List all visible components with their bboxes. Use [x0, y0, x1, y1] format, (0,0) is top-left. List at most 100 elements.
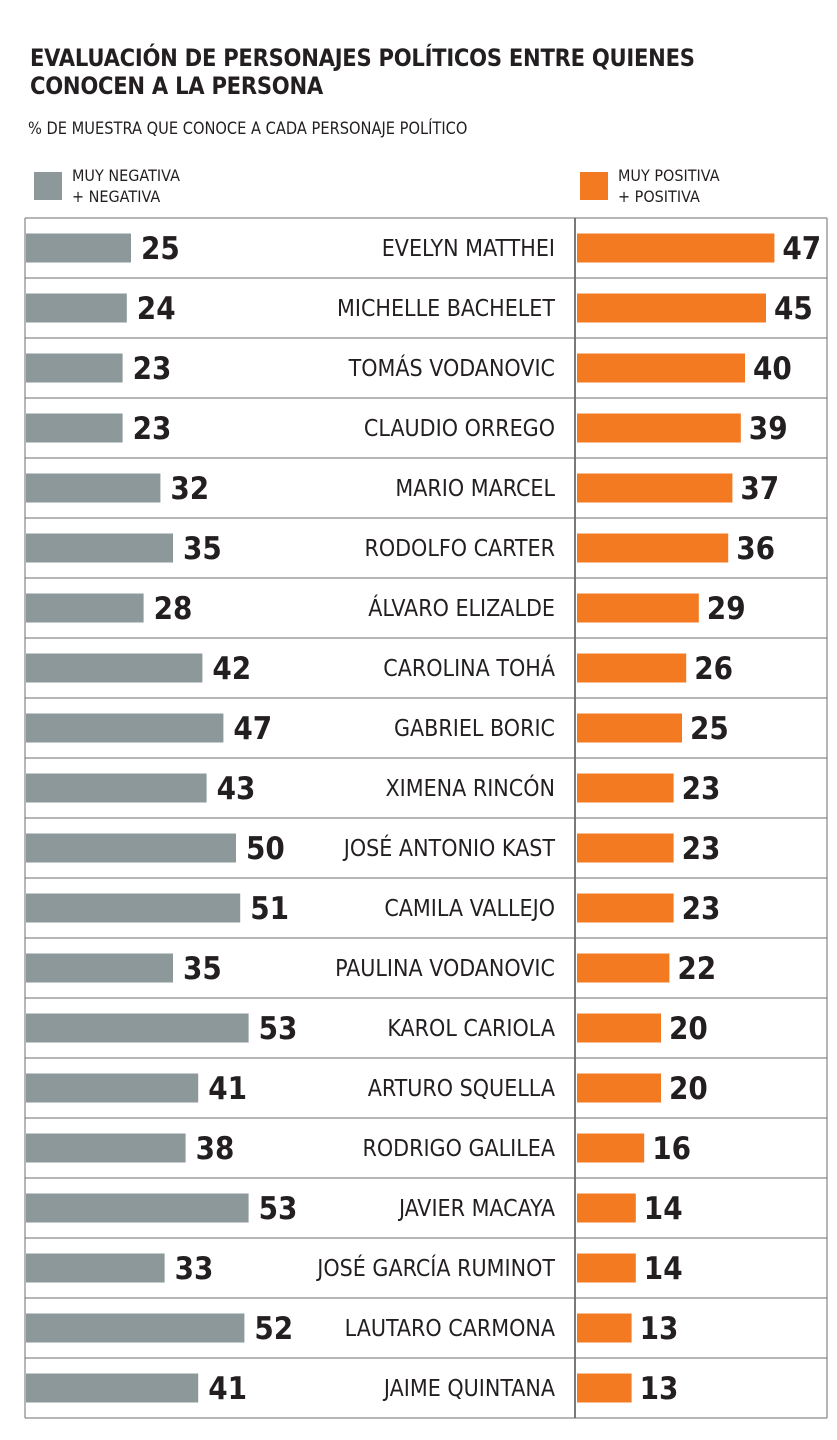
positive-value-label: 29 — [707, 591, 746, 627]
negative-bar — [26, 653, 203, 683]
positive-value-label: 26 — [694, 651, 733, 687]
politician-name-label: CAMILA VALLEJO — [384, 896, 555, 922]
positive-bar — [577, 953, 670, 983]
negative-value-label: 41 — [208, 1371, 247, 1407]
negative-bar — [26, 833, 236, 863]
positive-bar — [577, 593, 699, 623]
positive-value-label: 23 — [682, 771, 721, 807]
negative-bar — [26, 533, 173, 563]
negative-bar — [26, 1373, 199, 1403]
negative-bar — [26, 1313, 245, 1343]
negative-bar — [26, 1193, 249, 1223]
positive-bar — [577, 1013, 661, 1043]
negative-bar — [26, 953, 173, 983]
positive-value-label: 37 — [740, 471, 779, 507]
positive-bar — [577, 473, 733, 503]
negative-value-label: 24 — [137, 291, 176, 327]
negative-bar — [26, 1133, 186, 1163]
negative-bar — [26, 353, 123, 383]
politician-name-label: KAROL CARIOLA — [387, 1016, 555, 1042]
positive-value-label: 20 — [669, 1011, 708, 1047]
negative-value-label: 38 — [196, 1131, 235, 1167]
negative-value-label: 35 — [183, 531, 222, 567]
positive-value-label: 23 — [682, 831, 721, 867]
chart-title: EVALUACIÓN DE PERSONAJES POLÍTICOS ENTRE… — [30, 44, 822, 100]
politician-name-label: EVELYN MATTHEI — [382, 236, 555, 262]
negative-value-label: 35 — [183, 951, 222, 987]
negative-bar — [26, 1013, 249, 1043]
negative-value-label: 53 — [259, 1191, 298, 1227]
negative-value-label: 51 — [250, 891, 289, 927]
politician-name-label: JOSÉ ANTONIO KAST — [342, 834, 556, 862]
politician-name-label: CLAUDIO ORREGO — [364, 416, 555, 442]
legend-negative-swatch — [34, 172, 62, 200]
positive-bar — [577, 893, 674, 923]
negative-bar — [26, 473, 161, 503]
negative-value-label: 28 — [154, 591, 193, 627]
positive-value-label: 22 — [677, 951, 716, 987]
positive-bar — [577, 353, 745, 383]
negative-bar — [26, 293, 127, 323]
positive-bar — [577, 1073, 661, 1103]
legend-positive-swatch — [580, 172, 608, 200]
positive-value-label: 25 — [690, 711, 729, 747]
negative-value-label: 25 — [141, 231, 180, 267]
politician-name-label: MARIO MARCEL — [395, 476, 555, 502]
positive-value-label: 36 — [736, 531, 775, 567]
positive-bar — [577, 233, 775, 263]
politician-name-label: ARTURO SQUELLA — [368, 1076, 555, 1102]
legend-positive-line2: + POSITIVA — [618, 187, 700, 206]
legend-positive-label: MUY POSITIVA + POSITIVA — [618, 165, 720, 207]
negative-value-label: 33 — [175, 1251, 214, 1287]
legend-positive-line1: MUY POSITIVA — [618, 166, 720, 185]
politician-name-label: GABRIEL BORIC — [394, 716, 555, 742]
positive-value-label: 20 — [669, 1071, 708, 1107]
negative-value-label: 23 — [133, 351, 172, 387]
negative-bar — [26, 1073, 199, 1103]
negative-bar — [26, 713, 224, 743]
chart-subtitle: % DE MUESTRA QUE CONOCE A CADA PERSONAJE… — [28, 119, 468, 139]
chart-title-line2: CONOCEN A LA PERSONA — [30, 72, 323, 100]
negative-value-label: 32 — [170, 471, 209, 507]
legend-negative-label: MUY NEGATIVA + NEGATIVA — [72, 165, 180, 207]
positive-bar — [577, 1193, 636, 1223]
positive-bar — [577, 833, 674, 863]
legend-negative-line1: MUY NEGATIVA — [72, 166, 180, 185]
negative-value-label: 52 — [254, 1311, 293, 1347]
positive-value-label: 14 — [644, 1251, 683, 1287]
positive-bar — [577, 413, 741, 443]
positive-value-label: 13 — [640, 1371, 679, 1407]
politician-name-label: CAROLINA TOHÁ — [383, 654, 555, 682]
positive-bar — [577, 1373, 632, 1403]
politician-name-label: ÁLVARO ELIZALDE — [368, 594, 555, 622]
politician-name-label: TOMÁS VODANOVIC — [348, 354, 555, 382]
negative-bar — [26, 893, 241, 923]
politician-name-label: MICHELLE BACHELET — [337, 296, 555, 322]
positive-value-label: 47 — [782, 231, 821, 267]
positive-bar — [577, 653, 687, 683]
negative-value-label: 43 — [217, 771, 256, 807]
politician-name-label: LAUTARO CARMONA — [345, 1316, 555, 1342]
negative-value-label: 41 — [208, 1071, 247, 1107]
negative-bar — [26, 593, 144, 623]
politician-name-label: JOSÉ GARCÍA RUMINOT — [315, 1254, 555, 1282]
politician-name-label: JAVIER MACAYA — [397, 1196, 555, 1222]
positive-value-label: 13 — [640, 1311, 679, 1347]
politician-name-label: JAIME QUINTANA — [382, 1376, 555, 1402]
positive-value-label: 14 — [644, 1191, 683, 1227]
negative-bar — [26, 233, 131, 263]
positive-value-label: 39 — [749, 411, 788, 447]
politician-name-label: RODRIGO GALILEA — [362, 1136, 555, 1162]
negative-bar — [26, 773, 207, 803]
politician-name-label: XIMENA RINCÓN — [385, 774, 555, 802]
politician-name-label: RODOLFO CARTER — [364, 536, 555, 562]
negative-value-label: 42 — [212, 651, 251, 687]
positive-bar — [577, 1253, 636, 1283]
positive-bar — [577, 533, 729, 563]
politician-name-label: PAULINA VODANOVIC — [335, 956, 555, 982]
negative-bar — [26, 1253, 165, 1283]
positive-value-label: 40 — [753, 351, 792, 387]
positive-value-label: 23 — [682, 891, 721, 927]
positive-bar — [577, 713, 682, 743]
